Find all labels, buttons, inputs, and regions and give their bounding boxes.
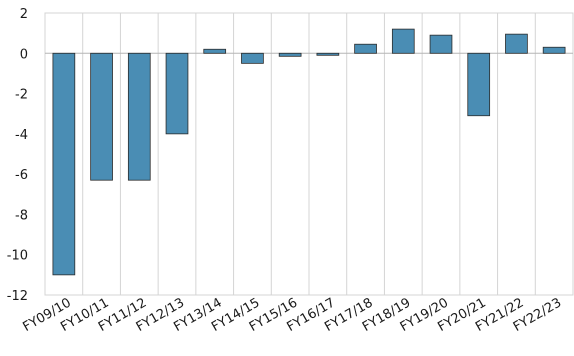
y-tick-label: 0	[20, 47, 28, 62]
bar-fy18-19	[391, 28, 415, 54]
bar-fy09-10	[52, 52, 76, 276]
bar-fy17-18	[354, 43, 377, 54]
bar-fy13-14	[203, 48, 227, 54]
bar-fy21-22	[505, 33, 528, 54]
bar-fy10-11	[90, 52, 113, 181]
bar-fy22-23	[542, 46, 566, 54]
bar-fy11-12	[127, 52, 151, 181]
y-tick-label: 2	[20, 7, 28, 22]
bar-fy12-13	[165, 52, 189, 135]
y-tick-label: -4	[15, 128, 28, 143]
bar-fy19-20	[429, 34, 453, 54]
bar-fy14-15	[241, 52, 264, 64]
bar-fy15-16	[278, 52, 302, 57]
bar-fy20-21	[467, 52, 491, 117]
y-tick-label: -2	[15, 88, 28, 103]
bar-fy16-17	[316, 52, 340, 56]
y-tick-label: -8	[15, 208, 28, 223]
y-tick-label: -12	[7, 289, 28, 304]
y-tick-label: -6	[15, 168, 28, 183]
y-tick-label: -10	[7, 249, 28, 264]
